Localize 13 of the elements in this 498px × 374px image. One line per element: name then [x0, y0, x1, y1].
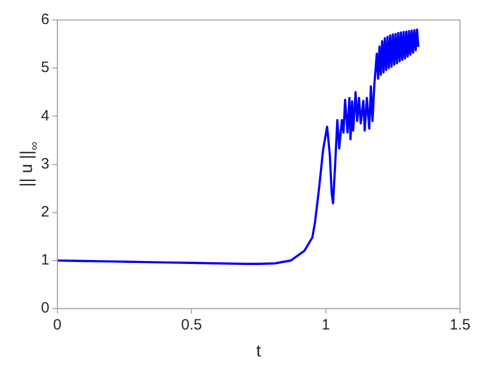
y-tick-label: 1: [41, 252, 50, 269]
y-tick-label: 5: [41, 59, 50, 76]
y-axis-title: || u ||∞: [17, 141, 41, 187]
x-tick-label: 1.5: [450, 316, 470, 334]
y-tick-label: 3: [41, 155, 50, 172]
y-tick-label: 6: [41, 11, 50, 28]
x-tick-label: 1: [322, 316, 330, 334]
x-tick-label: 0: [53, 316, 62, 334]
x-tick-label: 0.5: [181, 316, 202, 334]
y-tick-label: 0: [41, 300, 50, 317]
y-tick-label: 4: [41, 107, 50, 124]
y-tick-label: 2: [41, 204, 50, 221]
x-axis-title: t: [256, 341, 262, 360]
